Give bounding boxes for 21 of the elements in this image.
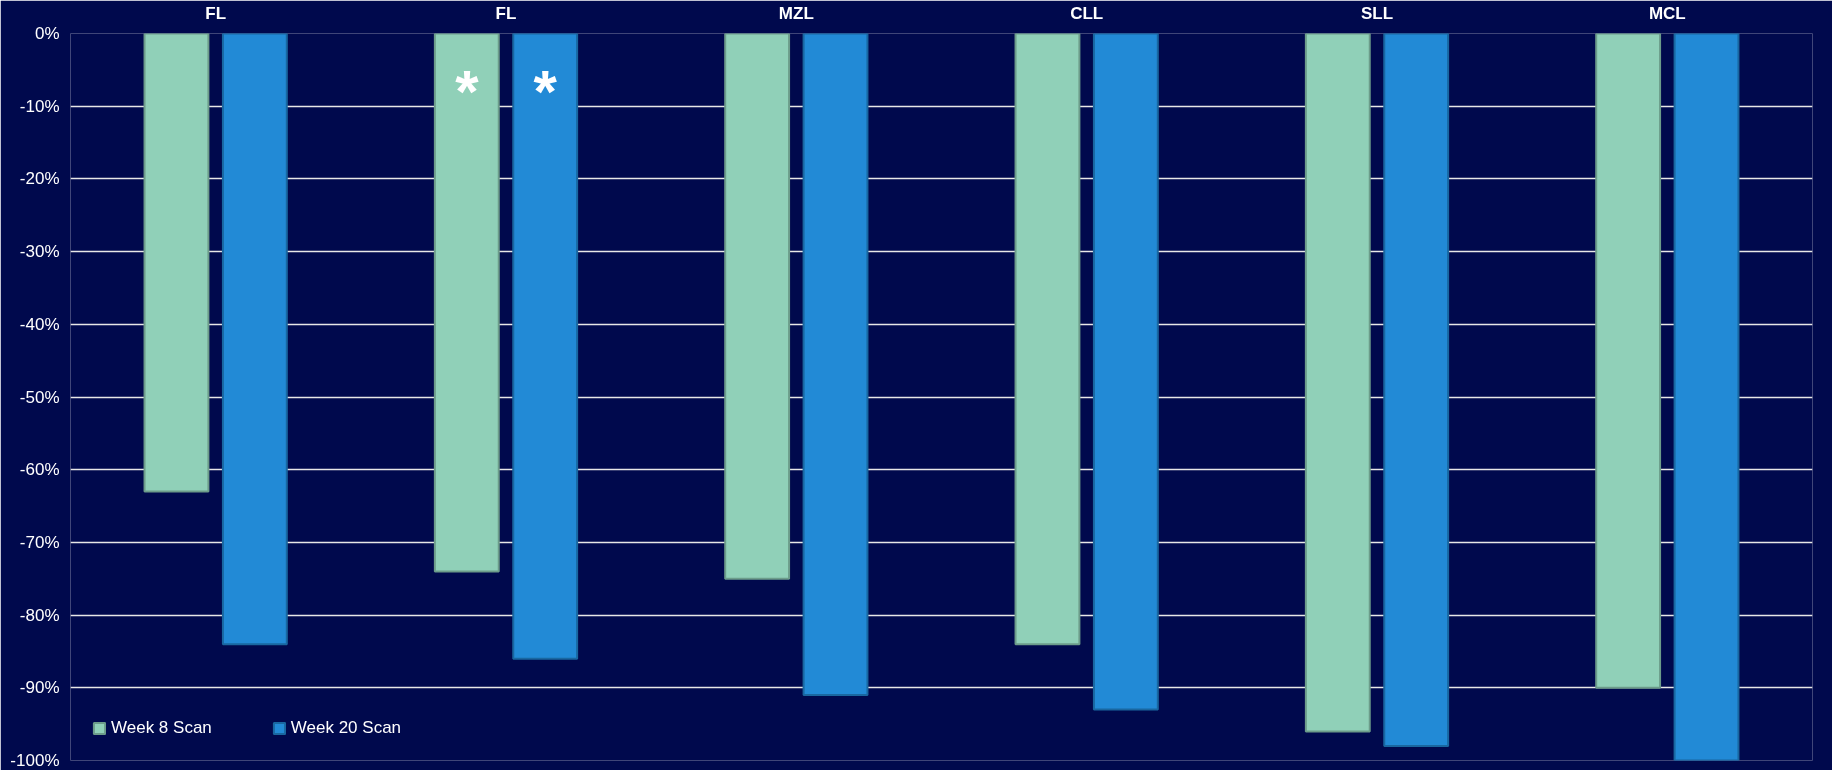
y-tick-label: -90%: [19, 678, 60, 698]
legend-label: Week 20 Scan: [290, 718, 402, 738]
x-tick-label: FL: [205, 3, 227, 23]
y-tick-label: 0%: [34, 24, 60, 43]
annotation: *: [533, 58, 558, 126]
x-tick-label: CLL: [1070, 3, 1104, 23]
x-tick-label: MZL: [778, 3, 814, 23]
x-tick-label: SLL: [1360, 3, 1394, 23]
legend-label: Week 8 Scan: [111, 718, 212, 738]
y-tick-label: -100%: [10, 751, 60, 770]
annotation: *: [455, 58, 480, 126]
y-tick-label: -10%: [19, 96, 60, 116]
y-tick-label: -70%: [19, 532, 60, 552]
y-tick-label: -80%: [19, 605, 60, 625]
y-tick-label: -40%: [19, 314, 60, 334]
y-tick-label: -60%: [19, 460, 60, 480]
x-tick-label: FL: [495, 3, 517, 23]
y-tick-label: -50%: [19, 387, 60, 407]
y-tick-label: -30%: [19, 242, 60, 262]
x-tick-label: MCL: [1648, 3, 1686, 23]
y-tick-label: -20%: [19, 169, 60, 189]
